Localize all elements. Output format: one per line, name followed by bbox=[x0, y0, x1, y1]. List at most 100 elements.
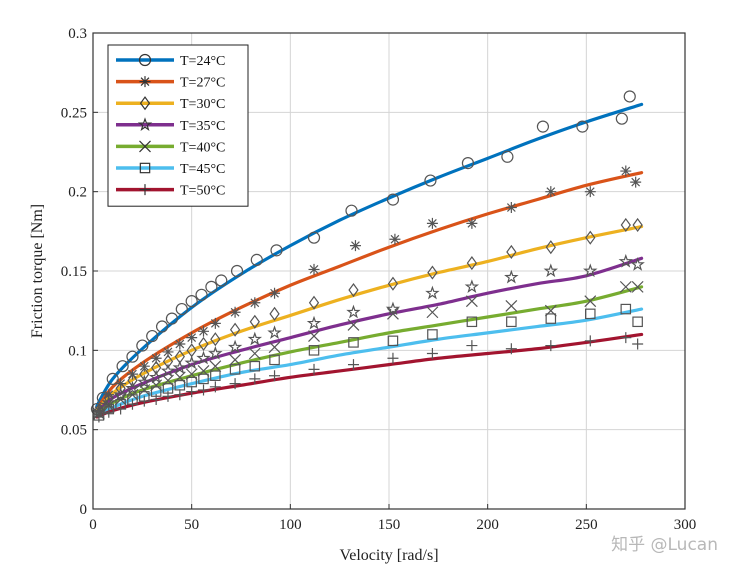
series-5-data-point bbox=[308, 330, 320, 342]
series-2-data-point bbox=[115, 378, 127, 390]
x-tick-label: 250 bbox=[575, 517, 598, 533]
legend-entry-label: T=24°C bbox=[180, 54, 225, 69]
x-axis-label: Velocity [rad/s] bbox=[339, 547, 438, 564]
series-7-data-point bbox=[93, 411, 105, 423]
series-3-fit-line bbox=[95, 224, 644, 413]
series-6-data-point bbox=[585, 308, 596, 320]
series-6-data-point bbox=[198, 373, 209, 385]
series-2-data-point bbox=[150, 352, 162, 364]
series-5-data-point bbox=[209, 360, 222, 373]
series-3-data-point bbox=[127, 373, 138, 388]
series-3-data-point bbox=[308, 295, 320, 310]
series-3-data-point bbox=[427, 265, 438, 280]
series-3-data-point bbox=[249, 314, 260, 329]
series-1-data-point bbox=[175, 302, 188, 316]
legend-marker bbox=[139, 162, 151, 174]
series-6-data-point bbox=[210, 370, 221, 381]
y-tick-label: 0.1 bbox=[68, 343, 87, 359]
series-4-data-point bbox=[101, 395, 117, 409]
series-1-data-point bbox=[116, 360, 129, 373]
series-6-data-point bbox=[308, 345, 320, 356]
series-6-data-point bbox=[249, 360, 261, 372]
series-1-data-point bbox=[126, 350, 139, 363]
legend-entry-label: T=50°C bbox=[180, 184, 225, 199]
legend-entry-label: T=45°C bbox=[180, 162, 225, 177]
series-4-data-point bbox=[172, 360, 188, 374]
series-5-data-point bbox=[229, 353, 242, 366]
series-4-data-point bbox=[137, 374, 152, 389]
series-5-data-point bbox=[102, 399, 115, 412]
series-6-data-point bbox=[545, 313, 557, 324]
series-3-data-point bbox=[198, 336, 209, 352]
series-1-data-point bbox=[215, 274, 228, 287]
series-5-data-point bbox=[150, 379, 163, 392]
series-2-data-point bbox=[186, 332, 198, 344]
series-1-data-point bbox=[250, 253, 263, 266]
series-6-data-point bbox=[466, 316, 478, 328]
series-1-data-point bbox=[155, 320, 169, 333]
series-7-data-point bbox=[347, 359, 359, 371]
series-2-data-point bbox=[466, 217, 478, 229]
series-5-data-point bbox=[505, 299, 518, 312]
legend-marker bbox=[139, 184, 151, 196]
series-1-data-point bbox=[106, 372, 119, 385]
series-3-data-point bbox=[620, 217, 631, 233]
series-2-data-point bbox=[584, 186, 596, 198]
series-5-fit-line bbox=[95, 285, 644, 416]
series-7-data-point bbox=[632, 338, 644, 350]
series-1-data-point bbox=[536, 120, 550, 133]
x-tick-label: 50 bbox=[184, 517, 199, 533]
series-5-data-point bbox=[619, 280, 632, 293]
series-7-data-point bbox=[150, 394, 162, 406]
series-6-fit-line bbox=[95, 307, 644, 417]
series-2-data-point bbox=[308, 263, 320, 275]
series-1-data-point bbox=[386, 193, 400, 206]
series-2-data-point bbox=[545, 186, 557, 198]
series-4-data-point bbox=[464, 279, 480, 294]
y-tick-label: 0.15 bbox=[61, 264, 87, 280]
series-4-data-point bbox=[306, 315, 322, 330]
series-7-data-point bbox=[198, 384, 210, 396]
legend-marker bbox=[138, 53, 152, 67]
series-7-data-point bbox=[584, 335, 596, 347]
series-1-data-point bbox=[185, 295, 198, 308]
series-1-data-point bbox=[307, 231, 321, 244]
x-tick-label: 0 bbox=[89, 517, 97, 533]
legend-entry-label: T=35°C bbox=[180, 119, 225, 134]
series-7-data-point bbox=[426, 348, 438, 360]
legend: T=24°C T=27°C T=30°C T=35°C T=40°C T=45°C T=50… bbox=[107, 44, 249, 207]
legend-entry-label: T=27°C bbox=[180, 76, 225, 91]
y-tick-label: 0.05 bbox=[61, 423, 87, 439]
series-2-data-point bbox=[229, 306, 241, 318]
legend-marker bbox=[139, 96, 151, 111]
series-3-data-point bbox=[269, 306, 280, 321]
series-6-data-point bbox=[427, 329, 438, 340]
series-1-data-point bbox=[576, 120, 589, 133]
series-4-data-point bbox=[425, 285, 440, 300]
series-4-data-point bbox=[125, 380, 140, 395]
y-tick-label: 0.2 bbox=[68, 185, 87, 201]
series-4-data-point bbox=[196, 350, 211, 365]
legend-marker bbox=[137, 117, 153, 131]
series-3-data-point bbox=[162, 354, 174, 369]
series-6-data-point bbox=[348, 337, 359, 348]
series-6-data-point bbox=[632, 316, 643, 328]
series-2-fit-line bbox=[95, 171, 644, 411]
series-5-data-point bbox=[347, 319, 360, 331]
tick-labels: 0 50 100 150 200 250 300 0 0.05 0.1 0.15 0.2 0.25 0.3 bbox=[61, 26, 697, 533]
series-5-data-point bbox=[268, 341, 281, 354]
series-7-data-point bbox=[115, 403, 127, 415]
series-4-data-point bbox=[227, 339, 243, 354]
series-7-data-point bbox=[138, 395, 150, 407]
series-4-data-point bbox=[267, 325, 282, 340]
series-3-data-point bbox=[151, 360, 162, 375]
series-4-data-point bbox=[113, 387, 128, 401]
series-2-data-point bbox=[162, 346, 174, 358]
series-7-data-point bbox=[466, 340, 478, 352]
series-5-data-point bbox=[138, 384, 151, 396]
series-5-data-point bbox=[387, 307, 399, 320]
series-3-data-point bbox=[115, 381, 126, 396]
series-2-data-point bbox=[349, 240, 361, 252]
series-7-data-point bbox=[249, 373, 261, 385]
